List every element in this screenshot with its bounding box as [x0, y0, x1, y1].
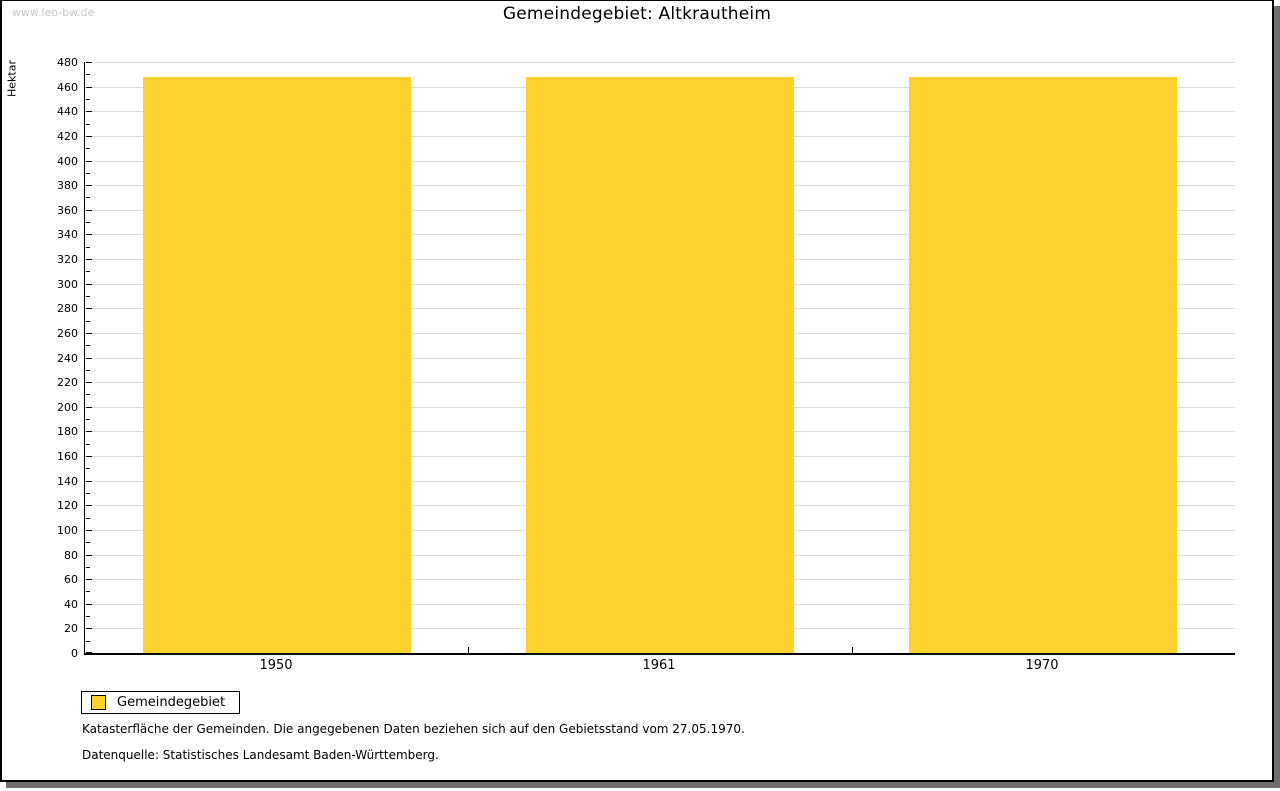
ytick-minor-10	[86, 641, 90, 642]
legend-label: Gemeindegebiet	[117, 695, 226, 710]
ytick-major-280	[86, 308, 92, 309]
chart-title: Gemeindegebiet: Altkrautheim	[502, 4, 772, 24]
ytick-minor-90	[86, 542, 90, 543]
ytick-major-260	[86, 333, 92, 334]
ytick-minor-30	[86, 616, 90, 617]
ytick-major-200	[86, 407, 92, 408]
ytick-major-400	[86, 161, 92, 162]
ytick-major-100	[86, 530, 92, 531]
x-label-1950: 1950	[259, 658, 293, 673]
ytick-minor-470	[86, 74, 90, 75]
ytick-label-120: 120	[57, 499, 78, 512]
watermark: www.leo-bw.de	[12, 6, 95, 19]
ytick-minor-150	[86, 468, 90, 469]
ytick-minor-290	[86, 296, 90, 297]
ytick-label-40: 40	[64, 598, 78, 611]
ytick-label-400: 400	[57, 155, 78, 168]
ytick-label-380: 380	[57, 179, 78, 192]
ytick-major-360	[86, 210, 92, 211]
legend: Gemeindegebiet	[81, 691, 241, 714]
ytick-major-60	[86, 579, 92, 580]
ytick-minor-410	[86, 148, 90, 149]
legend-swatch-gemeindegebiet	[91, 695, 106, 710]
ytick-major-320	[86, 259, 92, 260]
ytick-major-300	[86, 284, 92, 285]
ytick-label-480: 480	[57, 56, 78, 69]
ytick-label-320: 320	[57, 253, 78, 266]
ytick-minor-390	[86, 173, 90, 174]
ytick-major-160	[86, 456, 92, 457]
xtick-boundary-2	[852, 647, 853, 653]
ytick-label-280: 280	[57, 302, 78, 315]
ytick-major-120	[86, 505, 92, 506]
ytick-major-180	[86, 431, 92, 432]
ytick-label-340: 340	[57, 228, 78, 241]
bar-1961	[526, 77, 794, 653]
ytick-major-140	[86, 481, 92, 482]
footnote-data-source: Datenquelle: Statistisches Landesamt Bad…	[82, 748, 439, 762]
ytick-major-380	[86, 185, 92, 186]
ytick-minor-230	[86, 370, 90, 371]
ytick-major-420	[86, 136, 92, 137]
ytick-label-80: 80	[64, 549, 78, 562]
ytick-minor-210	[86, 394, 90, 395]
ytick-label-60: 60	[64, 573, 78, 586]
gridline-y-480	[86, 62, 1235, 63]
ytick-label-420: 420	[57, 130, 78, 143]
ytick-major-340	[86, 234, 92, 235]
x-label-1961: 1961	[642, 658, 676, 673]
ytick-label-360: 360	[57, 204, 78, 217]
ytick-minor-330	[86, 247, 90, 248]
ytick-label-220: 220	[57, 376, 78, 389]
ytick-label-260: 260	[57, 327, 78, 340]
ytick-minor-270	[86, 321, 90, 322]
ytick-minor-370	[86, 197, 90, 198]
xtick-boundary-1	[468, 647, 469, 653]
ytick-label-140: 140	[57, 475, 78, 488]
ytick-major-480	[86, 62, 92, 63]
ytick-major-0	[86, 652, 92, 653]
ytick-major-20	[86, 628, 92, 629]
ytick-label-100: 100	[57, 524, 78, 537]
ytick-minor-310	[86, 271, 90, 272]
ytick-label-440: 440	[57, 105, 78, 118]
ytick-minor-170	[86, 444, 90, 445]
ytick-minor-250	[86, 345, 90, 346]
footnote-source-note: Katasterfläche der Gemeinden. Die angege…	[82, 722, 745, 736]
ytick-label-200: 200	[57, 401, 78, 414]
ytick-minor-350	[86, 222, 90, 223]
ytick-label-460: 460	[57, 81, 78, 94]
ytick-label-20: 20	[64, 622, 78, 635]
ytick-label-300: 300	[57, 278, 78, 291]
y-axis-title: Hektar	[5, 60, 19, 97]
ytick-major-40	[86, 604, 92, 605]
ytick-minor-110	[86, 518, 90, 519]
ytick-major-240	[86, 358, 92, 359]
ytick-minor-130	[86, 493, 90, 494]
ytick-minor-50	[86, 591, 90, 592]
ytick-label-0: 0	[71, 647, 78, 660]
ytick-minor-430	[86, 124, 90, 125]
ytick-major-440	[86, 111, 92, 112]
ytick-label-240: 240	[57, 352, 78, 365]
ytick-minor-190	[86, 419, 90, 420]
bar-1950	[143, 77, 411, 653]
plot-area: 0 20 40 60 80 100 120 140 160 180 200 220 240 260 280 3…	[57, 57, 1235, 659]
ytick-major-220	[86, 382, 92, 383]
x-label-1970: 1970	[1025, 658, 1059, 673]
ytick-major-80	[86, 555, 92, 556]
ytick-label-180: 180	[57, 425, 78, 438]
ytick-minor-70	[86, 567, 90, 568]
ytick-major-460	[86, 87, 92, 88]
ytick-label-160: 160	[57, 450, 78, 463]
ytick-minor-450	[86, 99, 90, 100]
bar-1970	[909, 77, 1177, 653]
